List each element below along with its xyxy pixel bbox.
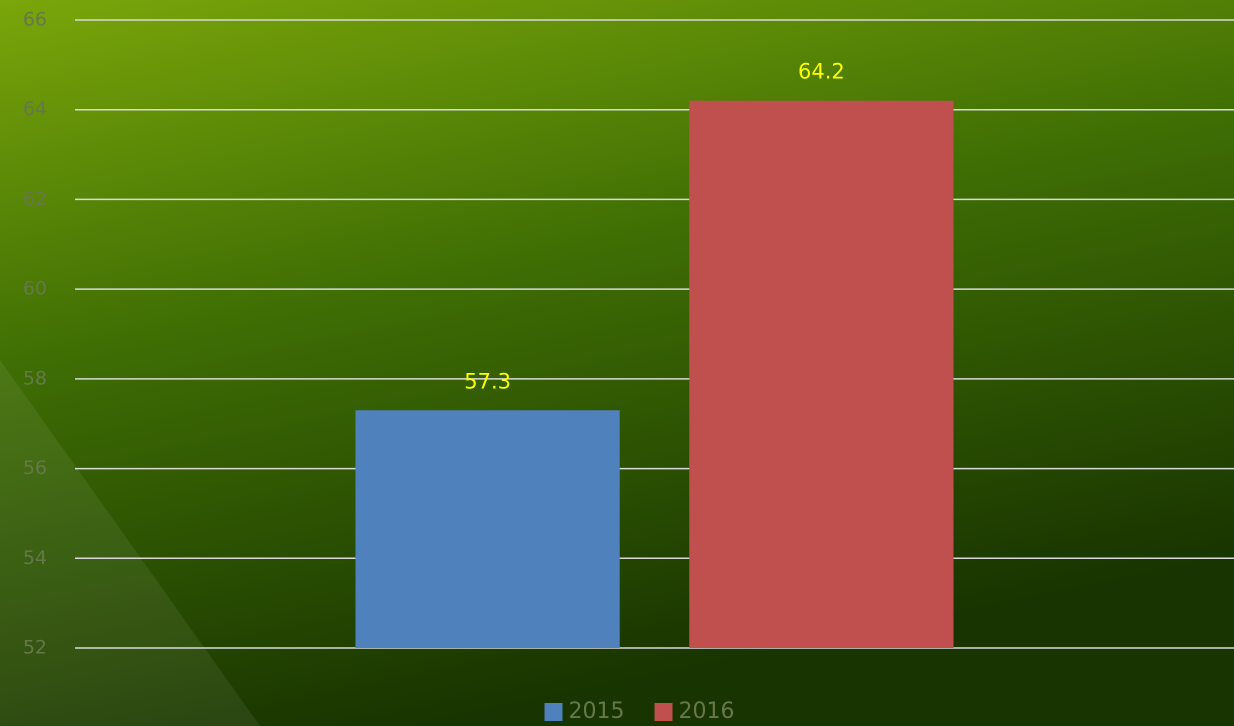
data-label: 57.3 — [464, 369, 511, 393]
legend-swatch — [544, 703, 563, 721]
y-tick-label: 54 — [23, 547, 47, 569]
marks: 57.3 64.2 — [355, 60, 954, 648]
y-tick-label: 58 — [23, 367, 47, 389]
y-tick-label: 64 — [23, 98, 47, 120]
background-shape — [0, 360, 260, 726]
legend: 2015 2016 — [544, 699, 735, 724]
y-tick-label: 56 — [23, 457, 47, 479]
legend-swatch — [654, 703, 673, 721]
legend-label: 2016 — [679, 699, 735, 724]
y-tick-label: 60 — [23, 278, 47, 300]
y-tick-label: 62 — [23, 188, 47, 210]
grid: 52 54 56 58 60 62 64 66 — [23, 9, 1234, 659]
bar — [355, 410, 620, 648]
y-tick-label: 52 — [23, 637, 47, 659]
data-label: 64.2 — [798, 60, 845, 84]
bar — [689, 100, 954, 648]
y-tick-label: 66 — [23, 9, 47, 31]
legend-label: 2015 — [569, 699, 625, 724]
